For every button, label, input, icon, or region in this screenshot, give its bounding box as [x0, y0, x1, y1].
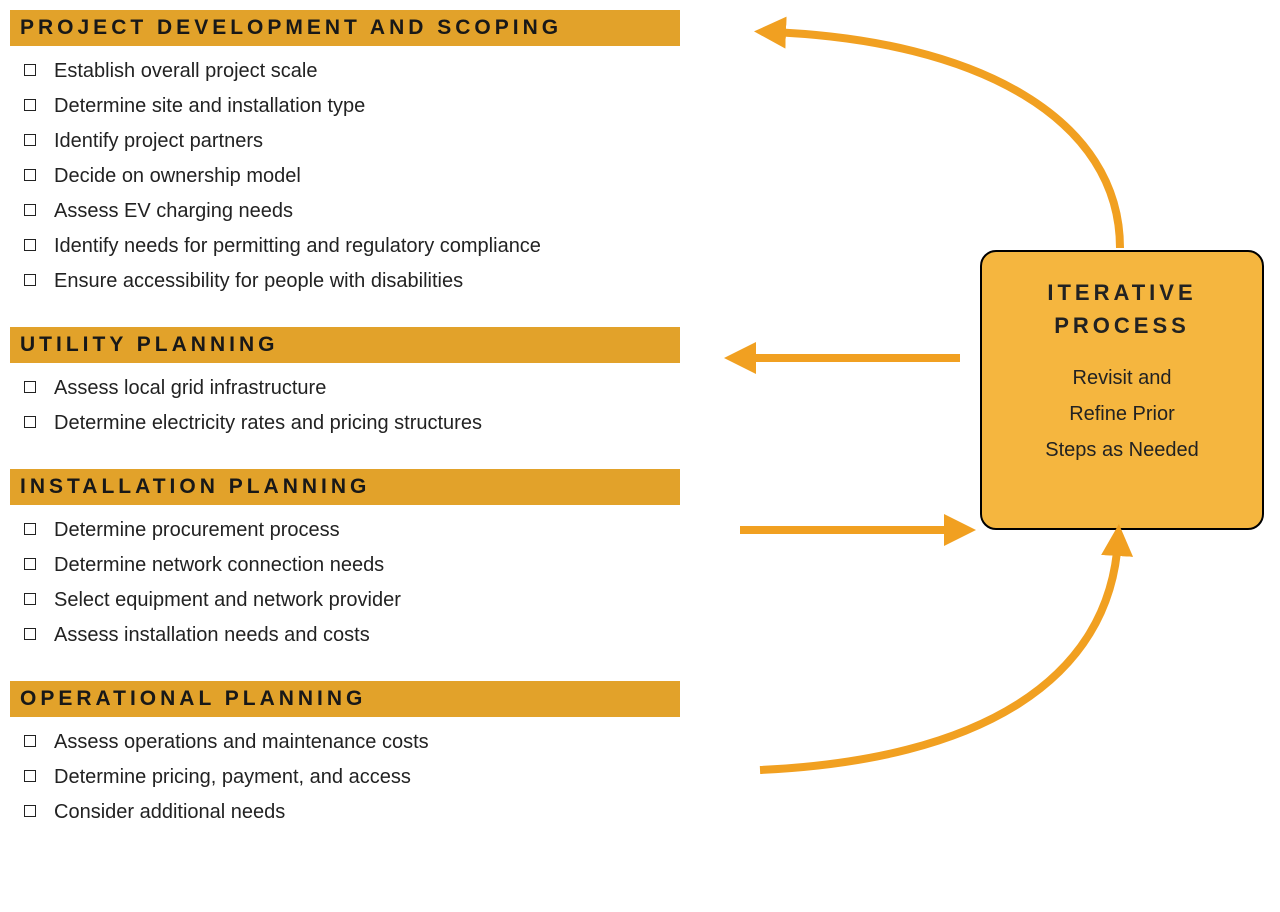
checkbox-icon	[24, 735, 36, 747]
item-label: Determine procurement process	[54, 516, 340, 545]
item-label: Decide on ownership model	[54, 162, 301, 191]
checkbox-icon	[24, 274, 36, 286]
checklist-item: Assess local grid infrastructure	[24, 371, 680, 406]
iterative-sub-l3: Steps as Needed	[1045, 439, 1198, 461]
iterative-title-l1: ITERATIVE	[1047, 280, 1196, 305]
checklist-item: Determine network connection needs	[24, 548, 680, 583]
item-label: Identify project partners	[54, 127, 263, 156]
section-header: UTILITY PLANNING	[10, 327, 680, 363]
arrow-bottom-curve	[760, 540, 1118, 770]
iterative-sub-l2: Refine Prior	[1069, 403, 1175, 425]
checkbox-icon	[24, 523, 36, 535]
checkbox-icon	[24, 169, 36, 181]
checklist-item: Decide on ownership model	[24, 159, 680, 194]
checkbox-icon	[24, 593, 36, 605]
item-label: Determine electricity rates and pricing …	[54, 409, 482, 438]
item-label: Select equipment and network provider	[54, 586, 401, 615]
item-label: Consider additional needs	[54, 798, 285, 827]
item-label: Determine site and installation type	[54, 92, 365, 121]
checklist-item: Assess installation needs and costs	[24, 618, 680, 653]
checkbox-icon	[24, 770, 36, 782]
item-label: Assess local grid infrastructure	[54, 374, 326, 403]
checkbox-icon	[24, 805, 36, 817]
iterative-sub-l1: Revisit and	[1073, 367, 1172, 389]
item-label: Identify needs for permitting and regula…	[54, 232, 541, 261]
item-label: Establish overall project scale	[54, 57, 317, 86]
checklist-item: Ensure accessibility for people with dis…	[24, 264, 680, 299]
checklist-item: Consider additional needs	[24, 795, 680, 830]
item-label: Determine pricing, payment, and access	[54, 763, 411, 792]
item-label: Determine network connection needs	[54, 551, 384, 580]
section-header: PROJECT DEVELOPMENT AND SCOPING	[10, 10, 680, 46]
item-list: Establish overall project scale Determine…	[10, 46, 680, 299]
checkbox-icon	[24, 134, 36, 146]
section-header: OPERATIONAL PLANNING	[10, 681, 680, 717]
arrow-top-curve	[770, 32, 1120, 248]
iterative-title: ITERATIVE PROCESS	[994, 276, 1250, 342]
checklist-item: Determine procurement process	[24, 513, 680, 548]
item-list: Assess local grid infrastructure Determin…	[10, 363, 680, 441]
checkbox-icon	[24, 381, 36, 393]
checkbox-icon	[24, 99, 36, 111]
checkbox-icon	[24, 64, 36, 76]
checkbox-icon	[24, 204, 36, 216]
iterative-process-box: ITERATIVE PROCESS Revisit and Refine Pri…	[980, 250, 1264, 530]
checklist-item: Assess operations and maintenance costs	[24, 725, 680, 760]
item-label: Assess operations and maintenance costs	[54, 728, 429, 757]
item-label: Assess EV charging needs	[54, 197, 293, 226]
section-header: INSTALLATION PLANNING	[10, 469, 680, 505]
checklist-item: Identify project partners	[24, 124, 680, 159]
sections-column: PROJECT DEVELOPMENT AND SCOPINGEstablish…	[10, 10, 680, 858]
item-label: Assess installation needs and costs	[54, 621, 370, 650]
checklist-item: Establish overall project scale	[24, 54, 680, 89]
item-list: Determine procurement process Determine n…	[10, 505, 680, 653]
checkbox-icon	[24, 416, 36, 428]
checkbox-icon	[24, 628, 36, 640]
checklist-item: Determine pricing, payment, and access	[24, 760, 680, 795]
iterative-subtitle: Revisit and Refine Prior Steps as Needed	[994, 360, 1250, 468]
item-label: Ensure accessibility for people with dis…	[54, 267, 463, 296]
item-list: Assess operations and maintenance costs D…	[10, 717, 680, 830]
section: PROJECT DEVELOPMENT AND SCOPINGEstablish…	[10, 10, 680, 299]
section: INSTALLATION PLANNINGDetermine procureme…	[10, 469, 680, 653]
section: OPERATIONAL PLANNINGAssess operations an…	[10, 681, 680, 830]
iterative-title-l2: PROCESS	[1054, 313, 1190, 338]
section: UTILITY PLANNINGAssess local grid infras…	[10, 327, 680, 441]
checklist-item: Assess EV charging needs	[24, 194, 680, 229]
checkbox-icon	[24, 558, 36, 570]
checklist-item: Identify needs for permitting and regula…	[24, 229, 680, 264]
checklist-item: Determine electricity rates and pricing …	[24, 406, 680, 441]
checkbox-icon	[24, 239, 36, 251]
checklist-item: Determine site and installation type	[24, 89, 680, 124]
checklist-item: Select equipment and network provider	[24, 583, 680, 618]
